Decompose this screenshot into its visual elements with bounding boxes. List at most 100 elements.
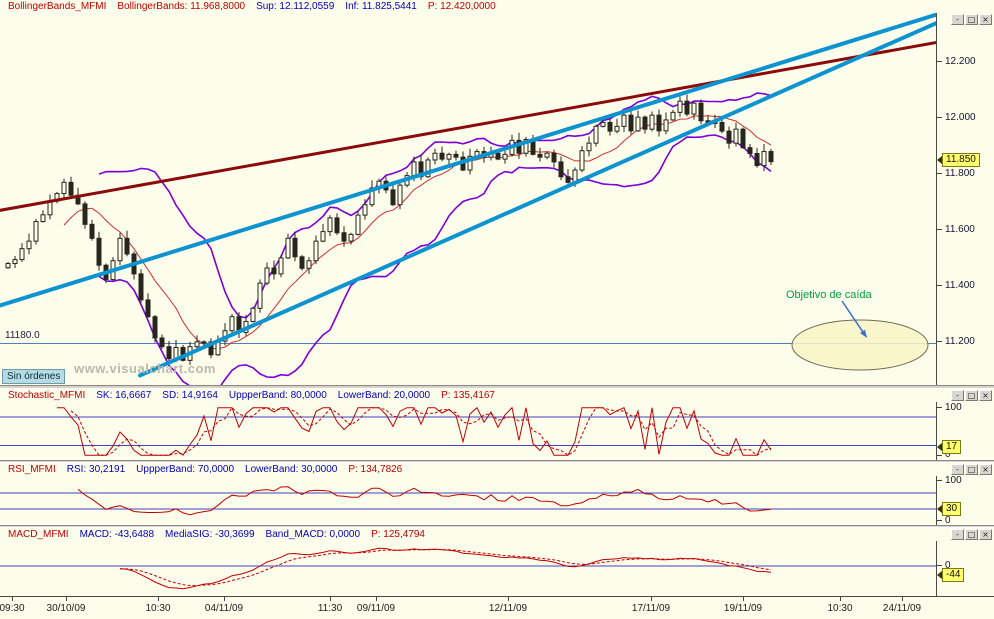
maximize-button[interactable]: □ xyxy=(965,464,978,475)
price-window-controls: - □ × xyxy=(951,14,992,25)
header-segment: UppperBand: 70,0000 xyxy=(136,464,235,475)
time-axis-tick xyxy=(330,597,331,601)
header-segment: BollingerBands: 11.968,8000 xyxy=(117,1,246,12)
axis-tick-label: 11.800 xyxy=(945,167,975,179)
rsi-axis[interactable]: 100 0 30 xyxy=(936,474,994,526)
header-segment: P: 12.420,0000 xyxy=(427,1,496,12)
macd-axis[interactable]: 0 -44 xyxy=(936,541,994,596)
price-panel-header: BollingerBands_MFMI BollingerBands: 11.96… xyxy=(0,0,994,13)
axis-tick xyxy=(937,229,942,231)
minimize-button[interactable]: - xyxy=(951,390,964,401)
maximize-button[interactable]: □ xyxy=(965,390,978,401)
axis-tick-label: 0 xyxy=(945,559,951,571)
header-segment: RSI: 30,2191 xyxy=(66,464,126,475)
header-segment: Band_MACD: 0,0000 xyxy=(265,529,361,540)
current-value-box: 30 xyxy=(937,501,962,516)
panel-splitter[interactable] xyxy=(0,460,994,463)
time-axis-tick xyxy=(651,597,652,601)
time-axis-tick xyxy=(224,597,225,601)
price-marker-arrow-icon xyxy=(937,155,942,164)
stochastic-axis[interactable]: 100 0 17 xyxy=(936,402,994,460)
stochastic-plot[interactable] xyxy=(0,402,937,460)
time-axis-tick xyxy=(66,597,67,601)
time-axis-tick xyxy=(376,597,377,601)
time-label: 12/11/09 xyxy=(488,603,528,614)
rsi-panel-header: RSI_MFMI RSI: 30,2191 UppperBand: 70,0000 L… xyxy=(0,463,994,476)
time-label: 17/11/09 xyxy=(631,603,671,614)
axis-tick xyxy=(937,480,942,482)
header-segment: MACD: -43,6488 xyxy=(79,529,155,540)
rsi-plot[interactable] xyxy=(0,476,937,525)
macd-panel: MACD_MFMI MACD: -43,6488 MediaSIG: -30,369… xyxy=(0,528,994,596)
macd-plot[interactable] xyxy=(0,541,937,596)
axis-tick xyxy=(937,407,942,409)
time-axis-tick xyxy=(158,597,159,601)
time-label: 30/10/09 xyxy=(46,603,86,614)
minimize-button[interactable]: - xyxy=(951,529,964,540)
header-segment: P: 134,7826 xyxy=(348,464,403,475)
axis-tick-label: 11.400 xyxy=(945,279,975,291)
price-chart-canvas[interactable] xyxy=(0,13,937,385)
time-label: 09/11/09 xyxy=(356,603,396,614)
rsi-canvas[interactable] xyxy=(0,476,937,525)
header-segment: SD: 14,9164 xyxy=(162,390,218,401)
time-axis[interactable]: 09:30 30/10/09 10:30 04/11/09 11:30 09/11/09 1… xyxy=(0,596,994,619)
header-segment: BollingerBands_MFMI xyxy=(8,1,107,12)
header-segment: LowerBand: 20,0000 xyxy=(337,390,431,401)
stochastic-canvas[interactable] xyxy=(0,402,937,460)
stochastic-panel-header: Stochastic_MFMI SK: 16,6667 SD: 14,9164 Upp… xyxy=(0,389,994,402)
axis-tick-label: 11.200 xyxy=(945,335,975,347)
time-label: 10:30 xyxy=(145,603,171,614)
panel-splitter[interactable] xyxy=(0,525,994,528)
current-value-box: 11.850 xyxy=(937,152,980,167)
axis-tick xyxy=(937,454,942,456)
axis-tick xyxy=(937,173,942,175)
maximize-button[interactable]: □ xyxy=(965,14,978,25)
minimize-button[interactable]: - xyxy=(951,464,964,475)
axis-tick xyxy=(937,61,942,63)
time-axis-tick xyxy=(743,597,744,601)
close-button[interactable]: × xyxy=(979,464,992,475)
current-value-box: -44 xyxy=(937,568,965,583)
current-value-label: 11.850 xyxy=(942,152,980,167)
time-axis-tick xyxy=(902,597,903,601)
price-marker-arrow-icon xyxy=(937,504,942,513)
time-label: 09:30 xyxy=(0,603,25,614)
current-value-label: 17 xyxy=(942,440,962,455)
header-segment: MACD_MFMI xyxy=(8,529,69,540)
header-segment: LowerBand: 30,0000 xyxy=(245,464,338,475)
axis-tick-label: 100 xyxy=(945,401,962,413)
axis-tick-label: 100 xyxy=(945,474,962,486)
header-segment: Sup: 12.112,0559 xyxy=(256,1,335,12)
time-label: 11:30 xyxy=(317,603,343,614)
macd-panel-header: MACD_MFMI MACD: -43,6488 MediaSIG: -30,369… xyxy=(0,528,994,541)
orders-button[interactable]: Sin órdenes xyxy=(2,369,66,384)
time-axis-tick xyxy=(12,597,13,601)
current-value-label: -44 xyxy=(942,568,965,583)
stochastic-window-controls: - □ × xyxy=(951,390,992,401)
time-axis-tick xyxy=(840,597,841,601)
target-annotation-text[interactable]: Objetivo de caída xyxy=(786,289,872,301)
close-button[interactable]: × xyxy=(979,529,992,540)
panel-splitter[interactable] xyxy=(0,385,994,389)
price-axis[interactable]: 12.200 12.000 11.800 11.600 11.400 11.200 11.8… xyxy=(936,13,994,385)
price-chart-plot[interactable]: 11180.0 Objetivo de caída www.visualchar… xyxy=(0,13,937,385)
header-segment: SK: 16,6667 xyxy=(96,390,152,401)
time-label: 19/11/09 xyxy=(723,603,763,614)
axis-tick-label: 0 xyxy=(945,514,951,526)
header-segment: Stochastic_MFMI xyxy=(8,390,86,401)
axis-tick xyxy=(937,341,942,343)
macd-canvas[interactable] xyxy=(0,541,937,596)
price-marker-arrow-icon xyxy=(937,443,942,452)
header-segment: P: 125,4794 xyxy=(371,529,425,540)
close-button[interactable]: × xyxy=(979,14,992,25)
header-segment: Inf: 11.825,5441 xyxy=(345,1,417,12)
axis-tick xyxy=(937,285,942,287)
axis-tick-label: 11.600 xyxy=(945,223,975,235)
stochastic-panel: Stochastic_MFMI SK: 16,6667 SD: 14,9164 Upp… xyxy=(0,389,994,460)
close-button[interactable]: × xyxy=(979,390,992,401)
time-label: 04/11/09 xyxy=(204,603,244,614)
minimize-button[interactable]: - xyxy=(951,14,964,25)
maximize-button[interactable]: □ xyxy=(965,529,978,540)
